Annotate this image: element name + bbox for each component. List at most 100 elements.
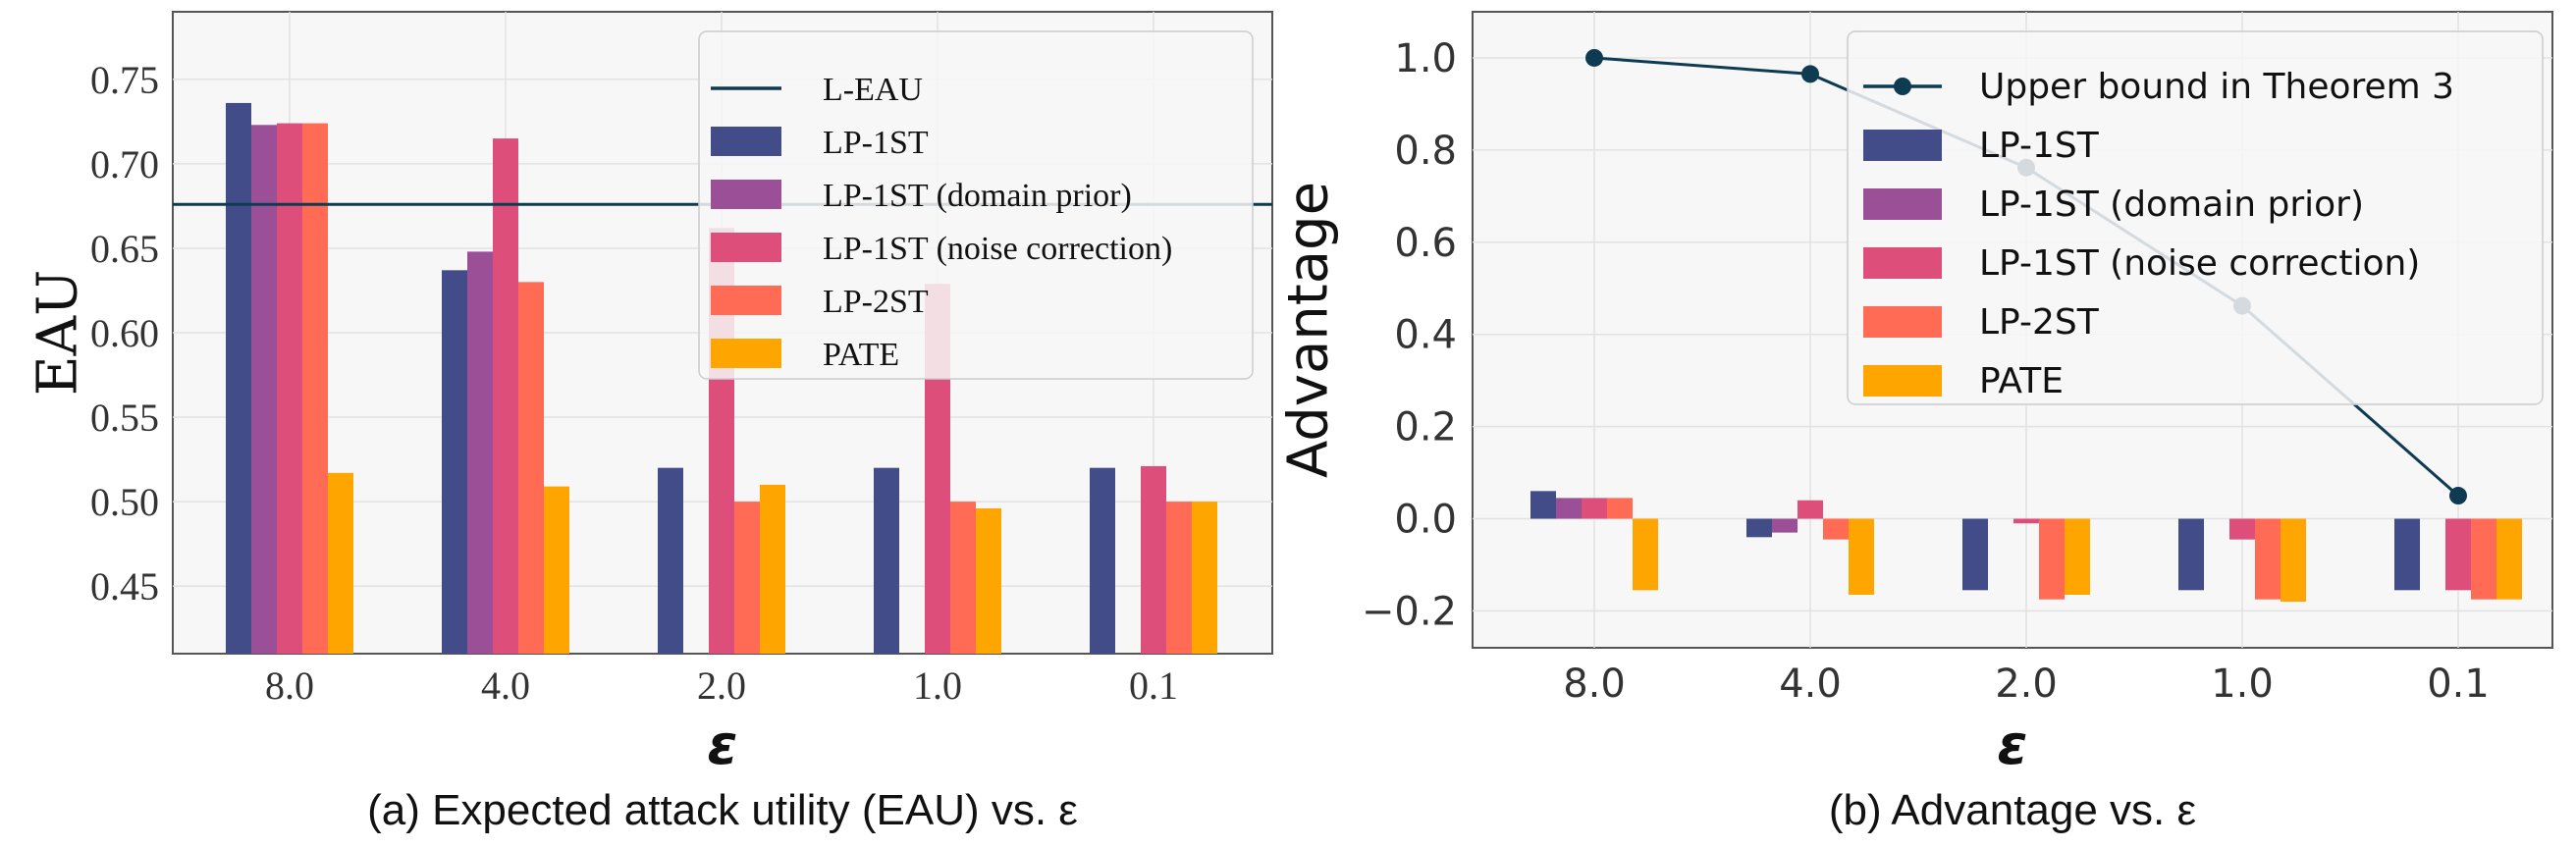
y-tick-label: 0.75 [90,58,159,102]
x-ticks-b: 8.0 4.0 2.0 1.0 0.1 [1563,662,2490,707]
bar-pate-2.0 [2065,518,2090,595]
legend-label: LP-1ST (noise correction) [1979,243,2420,284]
panel-a: 0.45 0.50 0.55 0.60 0.65 0.70 0.75 8.0 4.0 2.0 1.… [27,11,1273,834]
legend-label: Upper bound in Theorem 3 [1979,67,2454,107]
y-tick-label: 0.60 [90,311,159,355]
y-ticks-b: −0.2 0.0 0.2 0.4 0.6 0.8 1.0 [1362,36,1457,634]
panel-b: −0.2 0.0 0.2 0.4 0.6 0.8 1.0 8.0 4.0 2.0 1.0 0.1 A… [1277,11,2553,834]
legend-box [1847,30,2544,405]
caption-b: (b) Advantage vs. ε [1829,786,2196,834]
bar-lp-1st-0.1 [1090,467,1115,654]
bar-lp-2st-1.0 [950,502,976,654]
bar-lp-1st-noise-correction--2.0 [2013,518,2039,524]
legend-swatch [1863,306,1942,338]
bar-lp-2st-0.1 [2471,518,2496,600]
legend-swatch [1863,130,1942,161]
bar-pate-8.0 [328,472,353,654]
x-tick-label: 1.0 [913,663,962,708]
bar-lp-2st-2.0 [2039,518,2065,600]
bar-lp-1st-noise-correction--4.0 [493,138,518,654]
y-tick-label: 0.6 [1394,221,1457,266]
bar-pate-4.0 [1849,518,1874,595]
bar-pate-1.0 [976,507,1001,654]
y-tick-label: 0.65 [90,227,159,271]
y-tick-label: 1.0 [1394,36,1457,81]
bar-lp-1st-domain-prior--8.0 [1556,498,1582,519]
x-tick-label: 8.0 [265,663,314,708]
legend-swatch [711,339,781,368]
x-tick-label: 1.0 [2211,662,2274,707]
bar-pate-4.0 [544,486,569,654]
legend-swatch [1863,247,1942,279]
legend-label: LP-1ST (noise correction) [823,231,1172,267]
x-tick-label: 4.0 [481,663,530,708]
y-tick-label: 0.55 [90,396,159,440]
y-ticks-a: 0.45 0.50 0.55 0.60 0.65 0.70 0.75 [90,58,159,609]
bar-lp-1st-8.0 [1530,491,1556,519]
bar-lp-1st-1.0 [874,467,899,654]
legend-swatch [711,286,781,315]
legend-box [698,30,1254,380]
legend-label: LP-2ST [1979,302,2100,343]
legend-a: L-EAU LP-1ST LP-1ST (domain prior) LP-1ST (… [698,30,1254,380]
y-tick-label: 0.45 [90,564,159,609]
legend-label: PATE [1979,361,2064,401]
y-tick-label: 0.2 [1394,405,1457,450]
bar-pate-1.0 [2281,518,2306,603]
legend-label: LP-1ST [823,125,929,161]
bar-lp-2st-0.1 [1166,502,1192,654]
legend-swatch [711,127,781,156]
bar-lp-1st-noise-correction--1.0 [2229,518,2255,540]
y-tick-label: 0.0 [1394,498,1457,543]
bar-lp-2st-1.0 [2255,518,2281,600]
y-tick-label: −0.2 [1362,589,1457,634]
bar-lp-1st-4.0 [442,270,467,654]
x-tick-label: 2.0 [697,663,746,708]
x-axis-label-a: ε [707,714,737,777]
y-tick-label: 0.8 [1394,129,1457,174]
legend-swatch [711,233,781,262]
legend-label: LP-1ST (domain prior) [1979,185,2364,225]
bar-pate-8.0 [1633,518,1658,591]
upper-bound-point-4.0 [1801,65,1819,83]
x-tick-label: 0.1 [1129,663,1178,708]
legend-label: LP-1ST (domain prior) [823,178,1132,214]
bar-lp-1st-noise-correction--0.1 [1141,465,1166,654]
bar-lp-2st-8.0 [1607,498,1633,519]
upper-bound-point-0.1 [2449,487,2467,505]
bar-lp-1st-noise-correction--8.0 [277,123,302,654]
bar-pate-0.1 [2496,518,2522,600]
legend-label: LP-1ST [1979,126,2100,166]
bar-lp-2st-2.0 [734,502,760,654]
legend-label: PATE [823,337,899,373]
bar-lp-1st-2.0 [1962,518,1988,591]
legend-label: L-EAU [823,72,923,108]
legend-swatch [711,180,781,209]
bar-lp-1st-0.1 [2394,518,2420,591]
bar-lp-1st-domain-prior--4.0 [467,251,493,654]
bar-lp-2st-4.0 [1823,518,1849,540]
upper-bound-point-8.0 [1585,48,1603,67]
bar-lp-1st-noise-correction--0.1 [2445,518,2471,591]
caption-a: (a) Expected attack utility (EAU) vs. ε [367,786,1078,834]
bar-lp-1st-2.0 [658,467,683,654]
x-ticks-a: 8.0 4.0 2.0 1.0 0.1 [265,663,1178,708]
bar-lp-2st-8.0 [302,123,328,654]
bar-lp-1st-8.0 [226,102,251,655]
y-tick-label: 0.4 [1394,313,1457,358]
y-axis-label-a: EAU [27,270,90,397]
y-tick-label: 0.70 [90,142,159,186]
y-tick-label: 0.50 [90,480,159,524]
bar-lp-2st-4.0 [518,282,544,654]
x-axis-label-b: ε [1997,714,2027,777]
bar-lp-1st-noise-correction--4.0 [1798,500,1823,519]
x-tick-label: 0.1 [2427,662,2490,707]
bar-pate-0.1 [1192,502,1217,654]
bar-lp-1st-1.0 [2178,518,2204,591]
legend-swatch [1863,365,1942,397]
bar-pate-2.0 [760,484,785,654]
legend-swatch [1863,188,1942,220]
legend-marker [1894,78,1911,95]
bar-lp-1st-domain-prior--4.0 [1772,518,1798,533]
